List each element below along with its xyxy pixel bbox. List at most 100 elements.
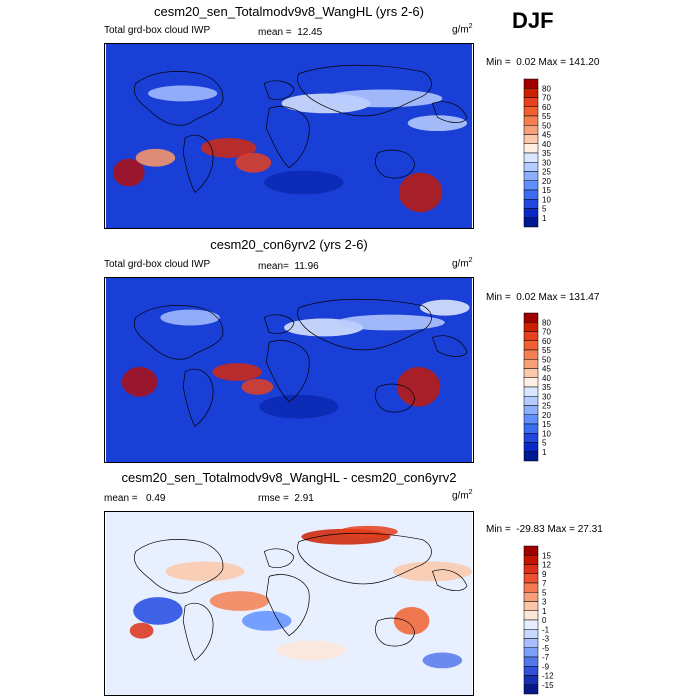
panel-3-title: cesm20_sen_Totalmodv9v8_WangHL - cesm20_… xyxy=(121,470,457,485)
panel-3-rmse: rmse = 2.91 xyxy=(258,493,314,504)
colorbar-tick-label: 45 xyxy=(542,131,551,140)
panel-3-mean: mean = 0.49 xyxy=(104,493,166,504)
map-field-region xyxy=(407,115,468,132)
colorbar-tick-label: 10 xyxy=(542,195,551,204)
colorbar-tick-label: 20 xyxy=(542,411,551,420)
colorbar-tick-label: 60 xyxy=(542,103,551,112)
coastline xyxy=(263,548,295,568)
colorbar-swatch xyxy=(523,134,539,144)
colorbar-swatch xyxy=(523,638,539,648)
map-field-region xyxy=(121,367,158,397)
colorbar-swatch xyxy=(523,78,539,89)
colorbar-tick-label: 5 xyxy=(542,588,547,597)
colorbar-swatch xyxy=(523,675,539,685)
colorbar-tick-label: 60 xyxy=(542,337,551,346)
colorbar-swatch xyxy=(523,555,539,565)
coastline xyxy=(265,574,310,637)
panel-2-title: cesm20_con6yrv2 (yrs 2-6) xyxy=(210,237,368,252)
colorbar-swatch xyxy=(523,171,539,181)
colorbar-tick-label: -7 xyxy=(542,653,550,662)
colorbar-swatch xyxy=(523,162,539,172)
panel-1-units: g/m2 xyxy=(452,23,473,36)
panel-1-minmax: Min = 0.02 Max = 141.20 xyxy=(486,57,600,68)
colorbar-swatch xyxy=(523,619,539,630)
panel-3-minmax: Min = -29.83 Max = 27.31 xyxy=(486,524,603,535)
colorbar-swatch xyxy=(523,386,539,397)
colorbar-swatch xyxy=(523,152,539,163)
panel-3-units: g/m2 xyxy=(452,489,473,502)
map-field-region xyxy=(148,85,218,102)
colorbar-tick-label: -1 xyxy=(542,625,550,634)
colorbar-swatch xyxy=(523,405,539,415)
colorbar-tick-label: 1 xyxy=(542,448,547,457)
colorbar-swatch xyxy=(523,322,539,332)
panel-2-mean-value: 11.96 xyxy=(294,261,319,272)
panel-2-minmax: Min = 0.02 Max = 131.47 xyxy=(486,292,600,303)
coastline xyxy=(431,569,468,591)
colorbar-tick-label: 5 xyxy=(542,205,547,214)
panel-1-mean-value: 12.45 xyxy=(297,27,323,38)
colorbar-swatch xyxy=(523,199,539,209)
colorbar-tick-label: 25 xyxy=(542,168,551,177)
colorbar-swatch xyxy=(523,610,539,621)
colorbar-swatch xyxy=(523,208,539,218)
colorbar-tick-label: 3 xyxy=(542,598,547,607)
coastline xyxy=(182,134,214,193)
coastline xyxy=(134,71,224,126)
coastline xyxy=(182,368,214,427)
colorbar-tick-label: 35 xyxy=(542,383,551,392)
season-label: DJF xyxy=(512,8,554,33)
colorbar-swatch xyxy=(523,656,539,667)
colorbar-tick-label: 50 xyxy=(542,355,551,364)
map-field-region xyxy=(133,597,183,625)
colorbar-tick-label: -15 xyxy=(542,681,554,690)
colorbar-swatch xyxy=(523,97,539,107)
map-field-region xyxy=(393,606,430,635)
panel-1-mean-label: mean = 12.45 xyxy=(258,27,323,38)
colorbar-tick-label: -12 xyxy=(542,672,554,681)
coastline xyxy=(182,602,214,661)
colorbar-swatch xyxy=(523,189,539,200)
panel-1-map xyxy=(104,43,474,229)
colorbar-tick-label: 45 xyxy=(542,365,551,374)
colorbar-swatch xyxy=(523,368,539,378)
panel-2-units: g/m2 xyxy=(452,257,473,270)
colorbar-tick-label: 0 xyxy=(542,616,547,625)
colorbar-swatch xyxy=(523,88,539,98)
map-field-region xyxy=(112,158,145,187)
colorbar-tick-label: 40 xyxy=(542,374,551,383)
colorbar-swatch xyxy=(523,340,539,351)
colorbar-tick-label: 35 xyxy=(542,149,551,158)
colorbar-tick-label: -5 xyxy=(542,644,550,653)
coastline xyxy=(375,149,415,179)
map-field-region xyxy=(235,152,272,173)
colorbar-swatch xyxy=(523,423,539,434)
colorbar-tick-label: 80 xyxy=(542,318,551,327)
map-field-region xyxy=(323,89,443,108)
colorbar-swatch xyxy=(523,433,539,443)
colorbar-swatch xyxy=(523,359,539,369)
map-field-region xyxy=(422,652,463,669)
map-field-region xyxy=(335,314,445,331)
colorbar-swatch xyxy=(523,442,539,452)
colorbar-swatch xyxy=(523,666,539,676)
colorbar-swatch xyxy=(523,582,539,593)
colorbar-swatch xyxy=(523,115,539,126)
colorbar-tick-label: 15 xyxy=(542,186,551,195)
colorbar-swatch xyxy=(523,331,539,341)
panel-2-map xyxy=(104,277,474,463)
colorbar-tick-label: 10 xyxy=(542,429,551,438)
map-field-region xyxy=(242,610,292,631)
colorbar-tick-label: 55 xyxy=(542,346,551,355)
map-field-region xyxy=(259,394,339,419)
colorbar-tick-label: 40 xyxy=(542,140,551,149)
coastline xyxy=(297,64,432,117)
coastline xyxy=(265,340,310,403)
panel-2-variable-label: Total grd-box cloud IWP xyxy=(104,259,211,270)
colorbar-swatch xyxy=(523,592,539,602)
map-field-region xyxy=(135,148,176,167)
panel-3-rmse-value: 2.91 xyxy=(294,493,314,504)
coastline xyxy=(297,298,432,351)
colorbar-tick-label: 5 xyxy=(542,439,547,448)
